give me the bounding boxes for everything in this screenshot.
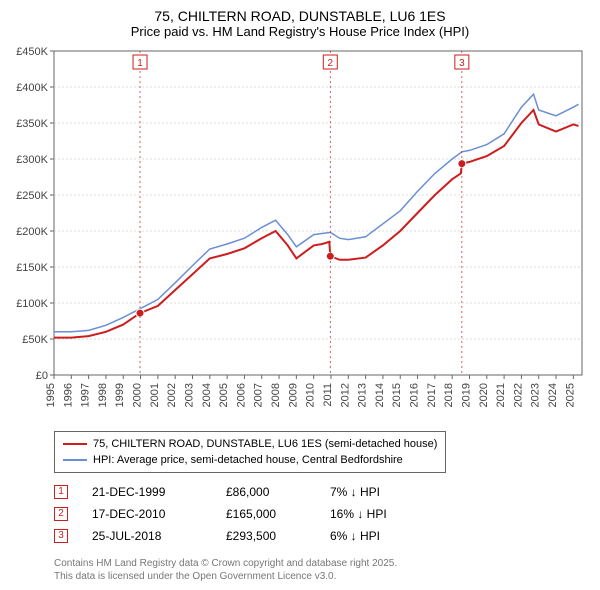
chart-subtitle: Price paid vs. HM Land Registry's House … (8, 24, 592, 39)
svg-text:2013: 2013 (357, 383, 369, 407)
sale-event-price: £165,000 (226, 503, 306, 525)
sale-event-diff: 7% ↓ HPI (330, 481, 450, 503)
svg-text:£200K: £200K (16, 226, 48, 238)
sale-event-date: 21-DEC-1999 (92, 481, 202, 503)
svg-text:1995: 1995 (45, 383, 57, 407)
svg-text:2009: 2009 (287, 383, 299, 407)
svg-text:2019: 2019 (460, 383, 472, 407)
svg-text:£50K: £50K (22, 334, 48, 346)
svg-text:2024: 2024 (547, 383, 559, 407)
sale-event-marker-number: 2 (54, 507, 68, 521)
svg-text:2021: 2021 (495, 383, 507, 407)
sale-event-row: 3 25-JUL-2018 £293,500 6% ↓ HPI (54, 525, 592, 547)
sale-event-marker-number: 1 (54, 485, 68, 499)
svg-text:£300K: £300K (16, 154, 48, 166)
svg-text:2002: 2002 (166, 383, 178, 407)
svg-text:£250K: £250K (16, 190, 48, 202)
svg-text:£400K: £400K (16, 82, 48, 94)
attribution-line: Contains HM Land Registry data © Crown c… (54, 557, 592, 570)
svg-text:2011: 2011 (322, 383, 334, 407)
svg-text:2010: 2010 (305, 383, 317, 407)
sale-event-marker-number: 3 (54, 529, 68, 543)
sale-marker (136, 309, 144, 317)
svg-text:1: 1 (137, 58, 143, 69)
legend-swatch (63, 459, 87, 461)
svg-text:3: 3 (459, 58, 465, 69)
legend: 75, CHILTERN ROAD, DUNSTABLE, LU6 1ES (s… (54, 431, 446, 473)
svg-text:2018: 2018 (443, 383, 455, 407)
svg-text:2023: 2023 (530, 383, 542, 407)
svg-text:2000: 2000 (132, 383, 144, 407)
svg-text:2020: 2020 (478, 383, 490, 407)
sale-event-price: £293,500 (226, 525, 306, 547)
legend-item: HPI: Average price, semi-detached house,… (63, 452, 437, 468)
svg-text:£0: £0 (36, 370, 48, 382)
svg-text:2003: 2003 (183, 383, 195, 407)
sale-event-price: £86,000 (226, 481, 306, 503)
attribution: Contains HM Land Registry data © Crown c… (54, 557, 592, 583)
sale-event-date: 17-DEC-2010 (92, 503, 202, 525)
svg-text:2: 2 (328, 58, 334, 69)
svg-text:2025: 2025 (564, 383, 576, 407)
svg-text:1996: 1996 (62, 383, 74, 407)
svg-text:2022: 2022 (512, 383, 524, 407)
sale-event-date: 25-JUL-2018 (92, 525, 202, 547)
line-chart: £0 £50K £100K £150K £200K £250K £300K £350K £400… (8, 45, 592, 425)
chart-area: £0 £50K £100K £150K £200K £250K £300K £350K £400… (8, 45, 592, 425)
svg-text:2005: 2005 (218, 383, 230, 407)
attribution-line: This data is licensed under the Open Gov… (54, 570, 592, 583)
svg-text:£150K: £150K (16, 262, 48, 274)
svg-text:2016: 2016 (409, 383, 421, 407)
svg-text:2014: 2014 (374, 383, 386, 407)
chart-title: 75, CHILTERN ROAD, DUNSTABLE, LU6 1ES (8, 8, 592, 24)
svg-text:2015: 2015 (391, 383, 403, 407)
svg-text:2001: 2001 (149, 383, 161, 407)
legend-label: HPI: Average price, semi-detached house,… (93, 452, 403, 468)
svg-text:2008: 2008 (270, 383, 282, 407)
svg-text:2006: 2006 (235, 383, 247, 407)
sale-event-row: 1 21-DEC-1999 £86,000 7% ↓ HPI (54, 481, 592, 503)
svg-text:1998: 1998 (97, 383, 109, 407)
svg-text:£350K: £350K (16, 118, 48, 130)
svg-text:2012: 2012 (339, 383, 351, 407)
legend-item: 75, CHILTERN ROAD, DUNSTABLE, LU6 1ES (s… (63, 436, 437, 452)
svg-text:1997: 1997 (80, 383, 92, 407)
svg-text:£100K: £100K (16, 298, 48, 310)
svg-text:£450K: £450K (16, 46, 48, 58)
sale-event-diff: 16% ↓ HPI (330, 503, 450, 525)
legend-swatch (63, 443, 87, 445)
svg-text:2017: 2017 (426, 383, 438, 407)
sale-events-table: 1 21-DEC-1999 £86,000 7% ↓ HPI 2 17-DEC-2010 £… (54, 481, 592, 547)
sale-event-row: 2 17-DEC-2010 £165,000 16% ↓ HPI (54, 503, 592, 525)
svg-text:2004: 2004 (201, 383, 213, 407)
svg-text:1999: 1999 (114, 383, 126, 407)
legend-label: 75, CHILTERN ROAD, DUNSTABLE, LU6 1ES (s… (93, 436, 437, 452)
sale-event-diff: 6% ↓ HPI (330, 525, 450, 547)
svg-text:2007: 2007 (253, 383, 265, 407)
